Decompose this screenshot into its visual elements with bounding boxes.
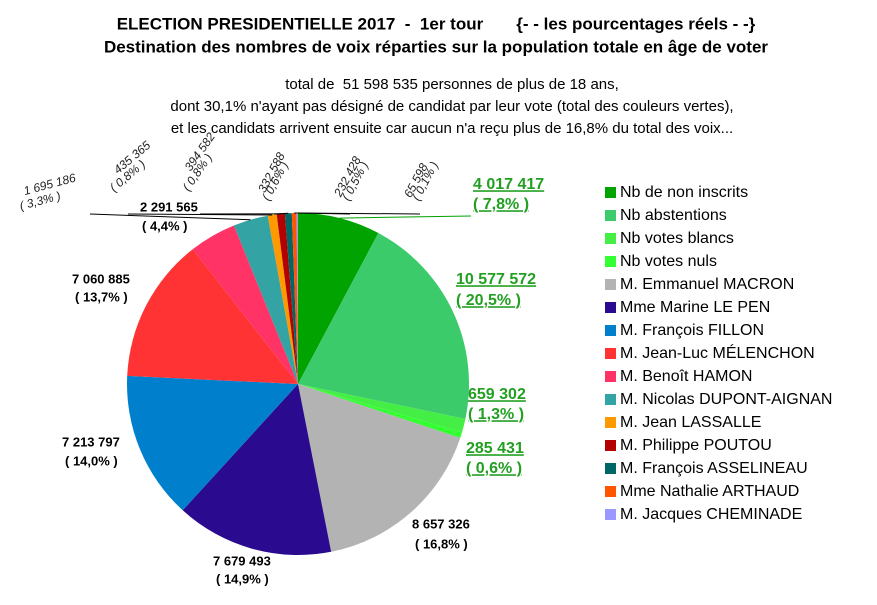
pie-slice — [298, 384, 463, 439]
pie-slice — [192, 225, 298, 384]
legend-label: M. François FILLON — [620, 322, 764, 339]
value-label: 2 291 565 — [140, 199, 198, 214]
legend-label: Nb votes nuls — [620, 253, 717, 270]
legend-label: M. Jacques CHEMINADE — [620, 506, 802, 523]
pie-slice — [267, 214, 298, 384]
legend-swatch — [605, 486, 616, 497]
percent-label: ( 7,8% ) — [473, 196, 529, 213]
pie-slice — [298, 384, 466, 433]
annotation: dont 30,1% n'ayant pas désigné de candid… — [170, 98, 733, 115]
percent-label: ( 20,5% ) — [456, 292, 521, 309]
pie-slice — [127, 249, 299, 384]
pie-slice — [296, 213, 298, 384]
pie-slice — [127, 375, 299, 511]
leader-line — [297, 212, 421, 215]
legend-label: Mme Nathalie ARTHAUD — [620, 483, 799, 500]
legend-label: M. Philippe POUTOU — [620, 437, 772, 454]
pie-slice — [291, 213, 298, 384]
legend-swatch — [605, 325, 616, 336]
legend-swatch — [605, 187, 616, 198]
percent-label: ( 16,8% ) — [415, 536, 468, 551]
pie-slice — [182, 384, 332, 555]
pie-slice — [298, 384, 461, 552]
percent-label: ( 13,7% ) — [75, 289, 128, 304]
legend-label: M. Benoît HAMON — [620, 368, 752, 385]
legend-swatch — [605, 371, 616, 382]
legend-label: Nb votes blancs — [620, 230, 734, 247]
legend-label: M. Jean-Luc MÉLENCHON — [620, 343, 815, 362]
legend-label: Nb abstentions — [620, 207, 727, 224]
chart-subtitle: Destination des nombres de voix répartie… — [104, 37, 768, 56]
legend-swatch — [605, 302, 616, 313]
legend-swatch — [605, 463, 616, 474]
percent-label: ( 14,0% ) — [65, 453, 118, 468]
legend-label: M. Jean LASSALLE — [620, 414, 761, 431]
legend-swatch — [605, 233, 616, 244]
pie-slice — [233, 215, 298, 384]
value-label: 659 302 — [468, 386, 526, 403]
value-label: 10 577 572 — [456, 271, 536, 288]
legend-label: M. Emmanuel MACRON — [620, 276, 794, 293]
pie-slice — [284, 213, 298, 384]
legend-swatch — [605, 256, 616, 267]
value-label: 4 017 417 — [473, 176, 544, 193]
value-label: 7 213 797 — [62, 434, 120, 449]
percent-label: ( 0,6% ) — [466, 460, 522, 477]
pie-slice — [298, 233, 469, 420]
leader-line — [89, 213, 251, 221]
legend-swatch — [605, 348, 616, 359]
value-label: 7 679 493 — [213, 553, 271, 568]
legend-swatch — [605, 279, 616, 290]
legend-swatch — [605, 210, 616, 221]
leader-line — [273, 212, 289, 215]
value-label: 7 060 885 — [72, 271, 130, 286]
legend-label: Nb de non inscrits — [620, 184, 748, 201]
legend-swatch — [605, 394, 616, 405]
value-label: 285 431 — [466, 440, 524, 457]
percent-label: ( 14,9% ) — [216, 571, 269, 586]
legend-label: Mme Marine LE PEN — [620, 299, 770, 316]
legend-swatch — [605, 440, 616, 451]
value-label: 8 657 326 — [412, 516, 470, 531]
legend-swatch — [605, 509, 616, 520]
legend-label: M. François ASSELINEAU — [620, 460, 808, 477]
annotation: total de 51 598 535 personnes de plus de… — [285, 76, 619, 93]
legend-label: M. Nicolas DUPONT-AIGNAN — [620, 391, 832, 408]
chart-title: ELECTION PRESIDENTIELLE 2017 - 1er tour … — [117, 14, 756, 33]
percent-label: ( 1,3% ) — [468, 406, 524, 423]
annotation: et les candidats arrivent ensuite car au… — [171, 120, 733, 137]
legend-swatch — [605, 417, 616, 428]
pie-slice — [298, 213, 379, 384]
pie-slice — [276, 213, 298, 384]
percent-label: ( 4,4% ) — [142, 218, 188, 233]
leader-line — [339, 215, 472, 219]
